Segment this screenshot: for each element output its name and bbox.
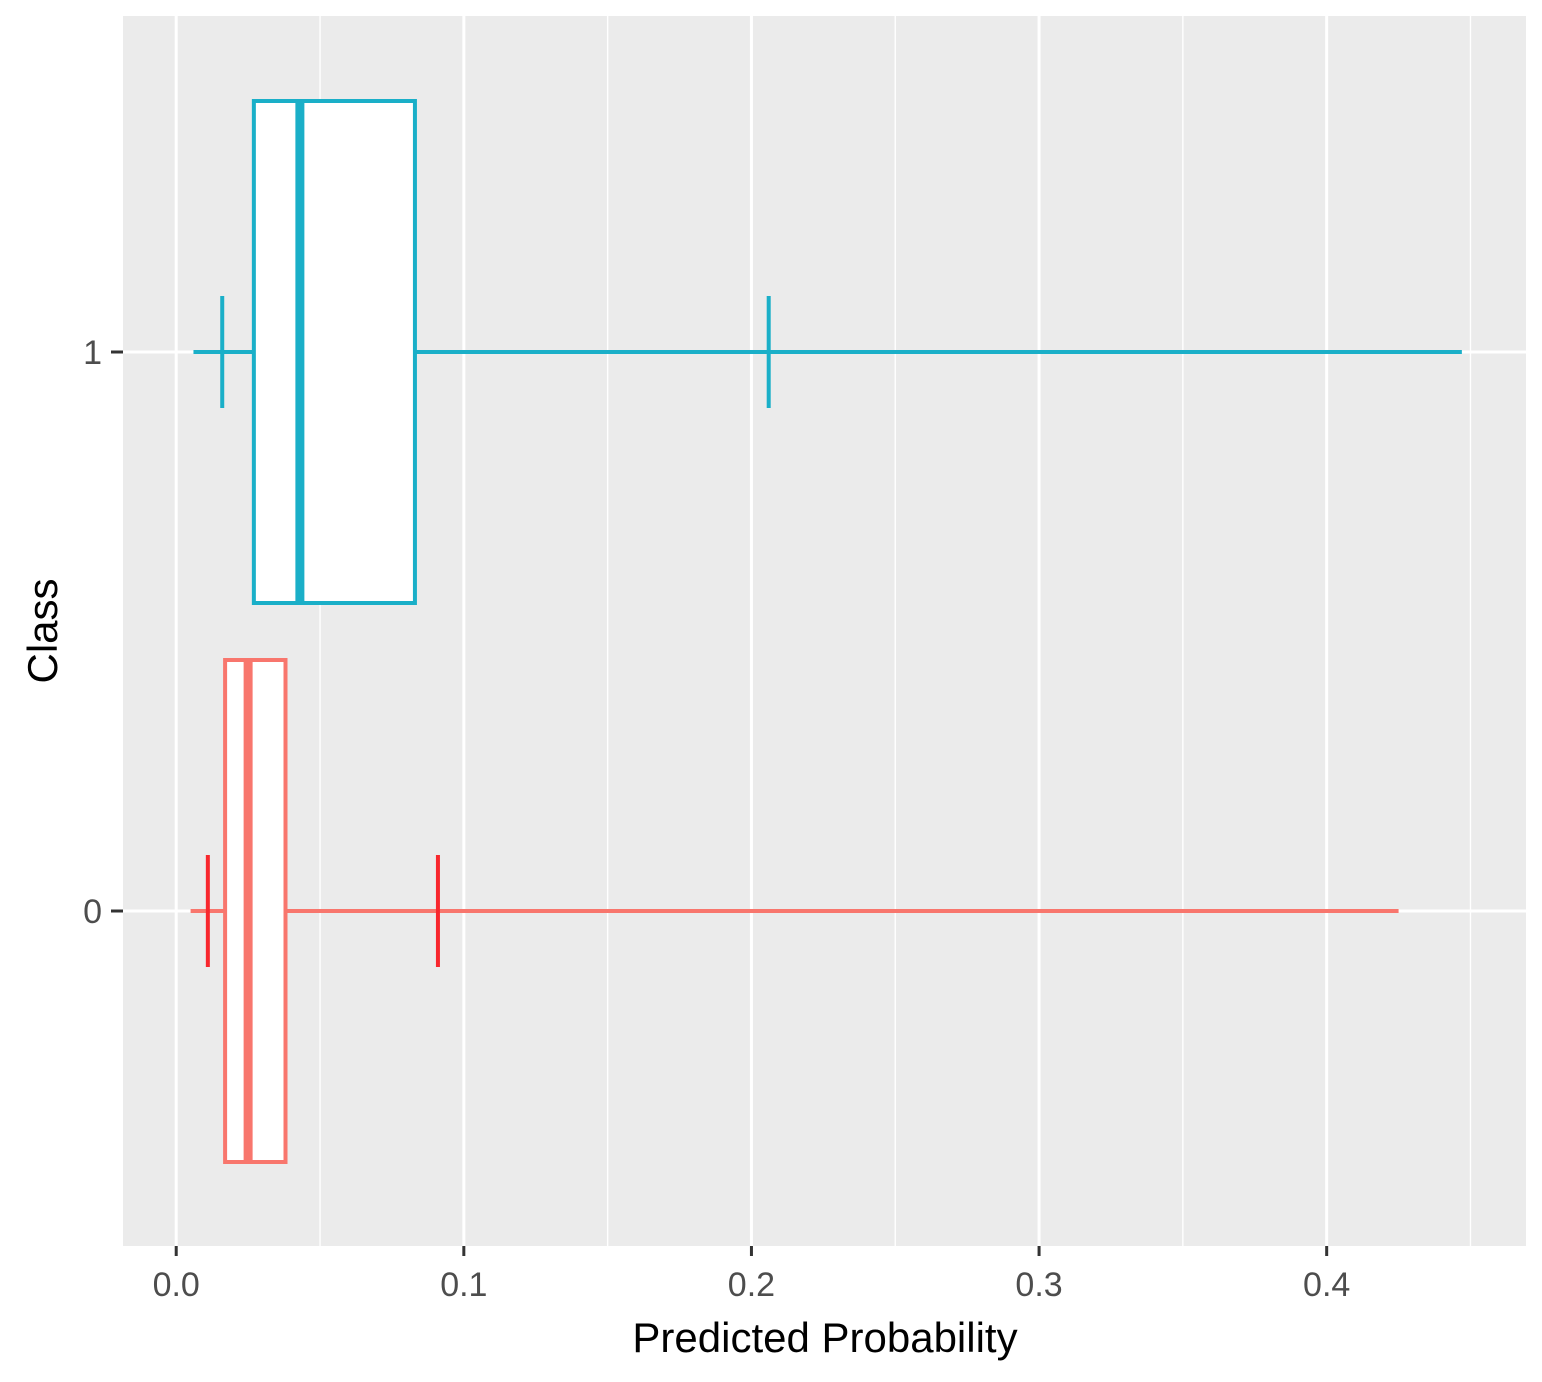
boxplot-class-0 [190,658,1399,1164]
x-tick-label: 0.1 [440,1266,487,1304]
x-tick-label: 0.4 [1303,1266,1350,1304]
y-tick-label: 1 [83,334,102,372]
box-iqr [223,658,288,1164]
box-iqr [251,99,417,605]
x-axis-title: Predicted Probability [632,1314,1017,1361]
y-tick-label: 0 [83,893,102,931]
box-layer [190,99,1462,1164]
x-tick-label: 0.2 [728,1266,775,1304]
x-tick-label: 0.0 [153,1266,200,1304]
y-axis-title: Class [19,578,66,683]
boxplot-class-1 [193,99,1462,605]
axis-layer: 0.0 0.1 0.2 0.3 0.4 0 1 [83,334,1350,1304]
x-tick-label: 0.3 [1015,1266,1062,1304]
